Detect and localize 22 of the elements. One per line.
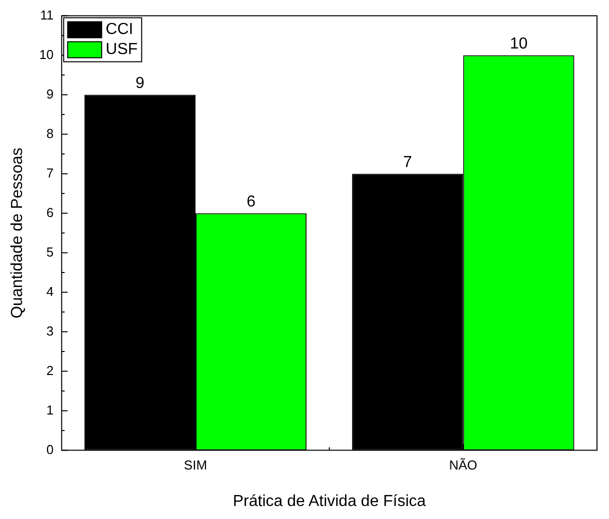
x-tick-label: SIM <box>184 458 208 473</box>
y-tick-label: 6 <box>46 204 54 220</box>
y-tick-label: 4 <box>46 284 54 299</box>
y-tick-label: 7 <box>46 165 54 180</box>
data-label: 9 <box>136 75 144 92</box>
legend-label: USF <box>106 41 138 58</box>
y-tick-label: 9 <box>46 86 54 102</box>
y-tick-label: 10 <box>39 46 54 62</box>
x-tick-label: NÃO <box>449 458 478 473</box>
y-tick-label: 0 <box>46 442 54 457</box>
data-label: 7 <box>403 154 412 172</box>
x-axis-title: Prática de Ativida de Física <box>232 492 426 510</box>
data-label: 10 <box>510 36 528 53</box>
y-tick-label: 3 <box>46 323 54 338</box>
y-tick-label: 11 <box>40 7 54 22</box>
data-label: 6 <box>246 194 256 211</box>
y-tick-label: 8 <box>46 126 54 141</box>
y-tick-label: 1 <box>46 402 54 418</box>
y-tick-label: 2 <box>46 362 54 378</box>
legend-label: CCI <box>106 21 134 38</box>
y-tick-label: 5 <box>46 244 54 260</box>
y-axis-title: Quantidade de Pessoas <box>9 148 26 318</box>
